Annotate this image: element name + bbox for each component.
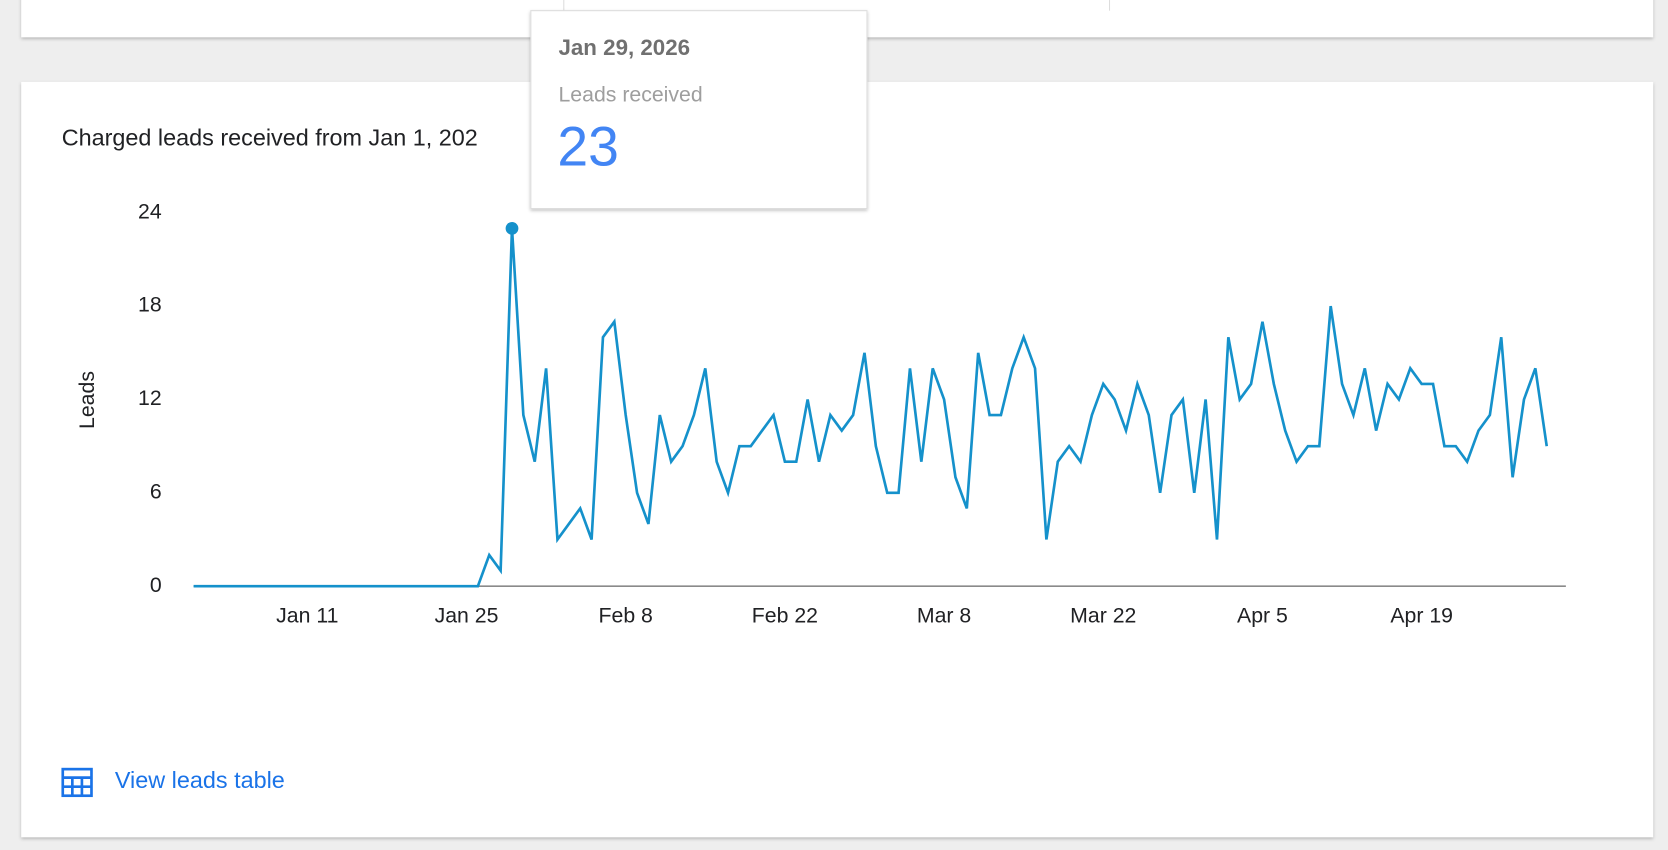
- x-tick-label: Apr 5: [1237, 604, 1288, 628]
- y-tick-label: 18: [138, 293, 162, 317]
- data-line: [193, 228, 1549, 588]
- plot: 0 6 12 18 24 Jan 11 Jan 25 Feb 8 Feb 22 Mar 8 Mar …: [138, 199, 1566, 628]
- x-tick-label: Mar 22: [1070, 604, 1136, 628]
- tooltip-label: Leads received: [558, 82, 702, 106]
- tooltip: [530, 10, 868, 210]
- hover-point: [505, 221, 519, 235]
- x-tick-label: Feb 8: [599, 604, 653, 628]
- tooltip-date: Jan 29, 2026: [558, 35, 690, 60]
- tooltip-value: 23: [557, 116, 619, 178]
- x-tick-label: Apr 19: [1390, 604, 1453, 628]
- x-tick-label: Jan 11: [276, 604, 338, 628]
- x-tick-label: Mar 8: [917, 604, 971, 628]
- chart-title: Charged leads received from Jan 1, 202: [62, 125, 478, 151]
- table-icon: [61, 767, 93, 798]
- view-table-link[interactable]: View leads table: [115, 767, 285, 793]
- y-tick-label: 6: [150, 479, 162, 503]
- y-tick-label: 24: [138, 199, 162, 223]
- y-tick-label: 0: [150, 573, 162, 597]
- y-axis-label: Leads: [75, 371, 99, 429]
- x-tick-label: Feb 22: [752, 604, 818, 628]
- y-tick-label: 12: [138, 386, 162, 410]
- x-tick-label: Jan 25: [435, 604, 499, 628]
